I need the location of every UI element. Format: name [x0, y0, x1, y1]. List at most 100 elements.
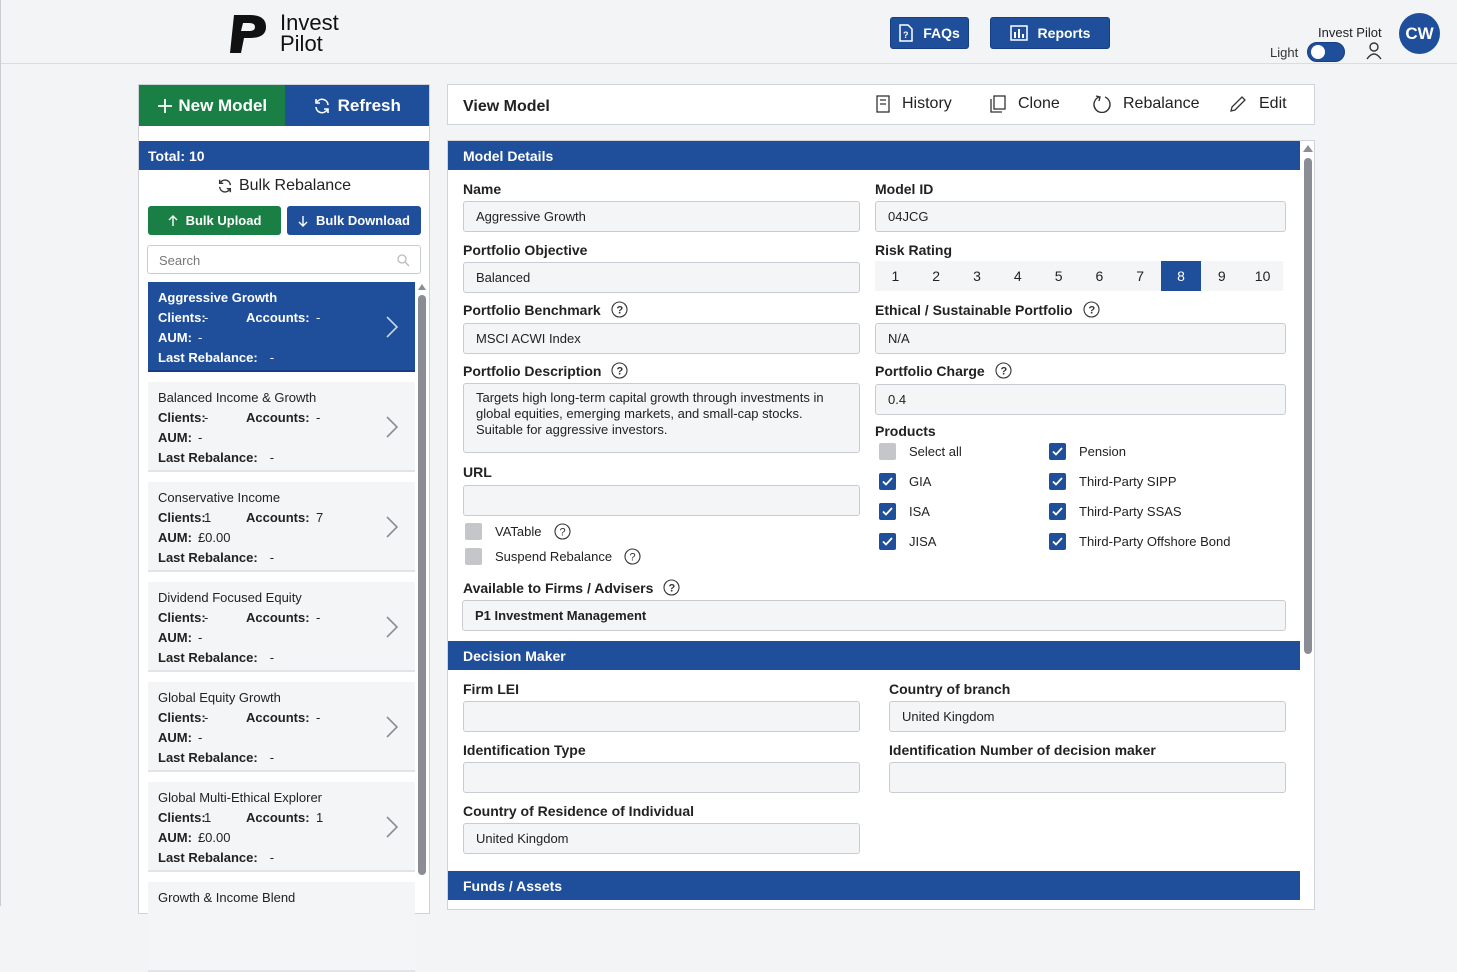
edit-button[interactable]: Edit [1229, 95, 1287, 113]
risk-option-5[interactable]: 5 [1054, 268, 1063, 284]
products-label: Products [875, 423, 936, 439]
search-input[interactable]: Search [147, 245, 421, 274]
check-icon [882, 507, 893, 516]
gia-checkbox[interactable]: GIA [879, 473, 931, 490]
clone-icon [990, 95, 1006, 113]
scroll-thumb[interactable] [1304, 158, 1312, 654]
svg-text:?: ? [616, 305, 623, 317]
model-list-scrollbar[interactable] [418, 283, 426, 877]
last-rebalance-label: Last Rebalance: [158, 350, 258, 365]
third-party-sipp-checkbox[interactable]: Third-Party SIPP [1049, 473, 1177, 490]
help-icon[interactable]: ? [995, 362, 1012, 379]
theme-toggle[interactable] [1307, 42, 1345, 62]
logo[interactable]: Invest Pilot [228, 11, 339, 55]
pension-checkbox[interactable]: Pension [1049, 443, 1126, 460]
risk-option-7[interactable]: 7 [1136, 268, 1145, 284]
rebalance-button[interactable]: Rebalance [1093, 95, 1200, 113]
suspend-rebalance-checkbox[interactable]: Suspend Rebalance ? [465, 548, 641, 565]
help-icon[interactable]: ? [663, 579, 680, 596]
id-type-field[interactable] [463, 762, 860, 793]
clients-label: Clients: [158, 310, 206, 325]
help-icon[interactable]: ? [624, 548, 641, 565]
bulk-download-button[interactable]: Bulk Download [287, 206, 421, 235]
model-card-balanced-income-growth[interactable]: Balanced Income & Growth Clients: - Accoun… [148, 382, 415, 472]
help-icon[interactable]: ? [611, 301, 628, 318]
risk-option-10[interactable]: 10 [1254, 268, 1271, 284]
clone-button[interactable]: Clone [990, 95, 1060, 113]
model-card-aggressive-growth[interactable]: Aggressive Growth Clients: - Accounts: - AU… [148, 282, 415, 372]
chevron-right-icon [386, 616, 399, 638]
aum-value: - [197, 730, 203, 745]
scroll-thumb[interactable] [418, 295, 426, 875]
risk-option-9[interactable]: 9 [1217, 268, 1226, 284]
isa-checkbox[interactable]: ISA [879, 503, 930, 520]
svg-text:?: ? [1000, 366, 1007, 378]
risk-option-6[interactable]: 6 [1095, 268, 1104, 284]
model-card-dividend-focused-equity[interactable]: Dividend Focused Equity Clients: - Account… [148, 582, 415, 672]
edit-label: Edit [1259, 95, 1287, 112]
residence-field[interactable]: United Kingdom [463, 823, 860, 854]
last-rebalance-value: - [269, 450, 275, 465]
arrow-down-icon [298, 215, 308, 227]
model-card-conservative-income[interactable]: Conservative Income Clients: 1 Accounts: 7 … [148, 482, 415, 572]
help-icon[interactable]: ? [611, 362, 629, 379]
benchmark-field[interactable]: MSCI ACWI Index [463, 323, 860, 354]
svg-text:?: ? [559, 527, 565, 539]
last-rebalance-value: - [269, 350, 275, 365]
country-branch-label: Country of branch [889, 681, 1011, 697]
last-rebalance-label: Last Rebalance: [158, 650, 258, 665]
clients-label: Clients: [158, 710, 206, 725]
aum-value: £0.00 [197, 830, 231, 845]
accounts-label: Accounts: [246, 810, 310, 825]
third-party-offshore-bond-checkbox[interactable]: Third-Party Offshore Bond [1049, 533, 1231, 550]
arrow-up-icon [168, 214, 178, 226]
firm-lei-field[interactable] [463, 701, 860, 732]
risk-option-8[interactable]: 8 [1160, 261, 1202, 291]
last-rebalance-label: Last Rebalance: [158, 750, 258, 765]
accounts-value: - [316, 410, 321, 425]
rebalance-label: Rebalance [1123, 95, 1200, 112]
history-button[interactable]: History [876, 95, 952, 113]
content-scrollbar[interactable] [1303, 141, 1313, 909]
bulk-rebalance-button[interactable]: Bulk Rebalance [139, 177, 429, 195]
model-id-field[interactable]: 04JCG [875, 201, 1286, 232]
ethical-field[interactable]: N/A [875, 323, 1286, 354]
objective-field[interactable]: Balanced [463, 262, 860, 293]
vatable-checkbox[interactable]: VATable ? [465, 523, 571, 540]
risk-option-1[interactable]: 1 [891, 268, 900, 284]
model-card-global-equity-growth[interactable]: Global Equity Growth Clients: - Accounts: -… [148, 682, 415, 772]
refresh-button[interactable]: Refresh [284, 85, 429, 126]
toggle-knob [1311, 45, 1325, 59]
user-profile-icon[interactable] [1366, 42, 1382, 65]
country-branch-field[interactable]: United Kingdom [889, 701, 1286, 732]
id-number-label: Identification Number of decision maker [889, 742, 1156, 758]
check-icon [1052, 507, 1063, 516]
faqs-button[interactable]: ? FAQs [890, 17, 969, 49]
firm-lei-label: Firm LEI [463, 681, 520, 697]
available-label: Available to Firms / Advisers ? [463, 579, 680, 596]
logo-line1: Invest [280, 10, 339, 35]
model-card-growth-income-blend[interactable]: Growth & Income Blend [148, 882, 415, 972]
select-all-checkbox[interactable]: Select all [879, 443, 962, 460]
bulk-upload-button[interactable]: Bulk Upload [148, 206, 281, 235]
help-icon[interactable]: ? [553, 523, 571, 540]
avatar[interactable]: CW [1399, 13, 1440, 54]
id-number-field[interactable] [889, 762, 1286, 793]
risk-option-4[interactable]: 4 [1013, 268, 1022, 284]
reports-button[interactable]: Reports [990, 17, 1110, 49]
last-rebalance-label: Last Rebalance: [158, 550, 258, 565]
url-field[interactable] [463, 485, 860, 516]
charge-field[interactable]: 0.4 [875, 384, 1286, 415]
third-party-ssas-checkbox[interactable]: Third-Party SSAS [1049, 503, 1182, 520]
new-model-button[interactable]: New Model [139, 85, 285, 126]
name-field[interactable]: Aggressive Growth [463, 201, 860, 232]
available-field[interactable]: P1 Investment Management [462, 600, 1286, 631]
help-icon[interactable]: ? [1083, 301, 1100, 318]
model-card-global-multi-ethical-explorer[interactable]: Global Multi-Ethical Explorer Clients: 1 A… [148, 782, 415, 872]
risk-option-2[interactable]: 2 [932, 268, 941, 284]
aum-value: - [197, 630, 203, 645]
risk-option-3[interactable]: 3 [973, 268, 981, 284]
description-field[interactable]: Targets high long-term capital growth th… [463, 383, 860, 453]
jisa-checkbox[interactable]: JISA [879, 533, 936, 550]
risk-rating-selector: 1 2 3 4 5 6 7 8 9 10 [875, 261, 1283, 291]
